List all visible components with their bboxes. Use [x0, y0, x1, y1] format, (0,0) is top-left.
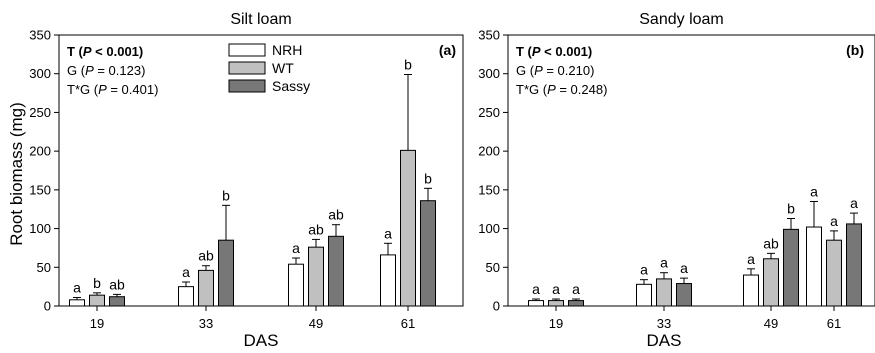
significance-letter: a	[532, 281, 540, 297]
panel-title: Silt loam	[230, 11, 291, 28]
panel-silt-loam: Silt loam 0 50 100 150 200 250 300 350 19 33 49 61 DA…	[29, 11, 464, 350]
y-axis-label: Root biomass (mg)	[7, 102, 26, 246]
panel-label: (b)	[846, 42, 864, 58]
y-tick-label: 100	[478, 221, 500, 236]
x-tick-label: 61	[827, 316, 841, 331]
y-tick-label: 0	[44, 299, 51, 314]
significance-letter: a	[384, 225, 392, 241]
significance-letter: a	[747, 251, 755, 267]
x-tick-label: 49	[309, 316, 323, 331]
legend-swatch	[228, 61, 266, 75]
stat-line: T*G (P = 0.248)	[516, 82, 607, 97]
panel-label: (a)	[439, 42, 456, 58]
bar	[400, 149, 416, 307]
stat-line: G (P = 0.123)	[67, 63, 145, 78]
bar	[420, 200, 436, 307]
y-tick-label: 50	[37, 260, 51, 275]
bar	[308, 246, 324, 307]
significance-letter: a	[292, 240, 300, 256]
plot-frame	[58, 34, 464, 307]
y-tick-label: 150	[478, 182, 500, 197]
significance-letter: a	[830, 213, 838, 229]
panel-title: Sandy loam	[639, 11, 724, 28]
legend-swatch	[228, 79, 266, 93]
significance-letter: a	[572, 281, 580, 297]
stat-line: T (P < 0.001)	[516, 44, 592, 59]
bar	[109, 296, 125, 307]
y-tick-label: 200	[29, 144, 51, 159]
bar	[218, 239, 234, 307]
legend-label: NRH	[272, 42, 302, 58]
bar	[826, 239, 842, 307]
x-tick-label: 49	[764, 316, 778, 331]
bar	[328, 235, 344, 307]
y-tick-label: 250	[29, 105, 51, 120]
stat-line: T (P < 0.001)	[67, 44, 143, 59]
bar	[676, 283, 692, 307]
y-tick-label: 150	[29, 182, 51, 197]
significance-letter: b	[787, 201, 795, 217]
significance-letter: a	[680, 260, 688, 276]
y-tick-label: 100	[29, 221, 51, 236]
y-tick-label: 250	[478, 105, 500, 120]
y-tick-label: 200	[478, 144, 500, 159]
legend: NRH WT Sassy	[228, 42, 310, 94]
legend-label: WT	[272, 60, 294, 76]
significance-letter: b	[222, 187, 230, 203]
x-tick-label: 33	[657, 316, 671, 331]
significance-letter: b	[93, 275, 101, 291]
bar	[656, 278, 672, 307]
x-tick-label: 33	[199, 316, 213, 331]
x-tick-label: 19	[90, 316, 104, 331]
significance-letter: b	[424, 170, 432, 186]
bar	[636, 283, 652, 307]
bar	[89, 294, 105, 307]
y-tick-label: 350	[478, 28, 500, 43]
bar	[548, 300, 564, 307]
significance-letter: ab	[763, 235, 779, 251]
bar	[806, 226, 822, 307]
y-tick-label: 300	[478, 66, 500, 81]
bar	[783, 228, 799, 307]
significance-letter: a	[850, 195, 858, 211]
x-axis-label: DAS	[244, 331, 279, 350]
bar	[178, 286, 194, 307]
significance-letter: b	[404, 56, 412, 72]
x-tick-label: 19	[549, 316, 563, 331]
significance-letter: ab	[308, 221, 324, 237]
panel-sandy-loam: Sandy loam 0 50 100 150 200 250 300 350 19 33 49 61 D…	[478, 11, 875, 350]
significance-letter: a	[552, 281, 560, 297]
bar	[743, 274, 759, 307]
y-tick-label: 0	[493, 299, 500, 314]
bar	[846, 223, 862, 307]
significance-letter: a	[182, 264, 190, 280]
bar	[568, 300, 584, 307]
y-tick-label: 350	[29, 28, 51, 43]
significance-letter: a	[73, 279, 81, 295]
legend-swatch	[228, 43, 266, 57]
bar	[69, 299, 85, 307]
stat-line: G (P = 0.210)	[516, 63, 594, 78]
bar	[288, 263, 304, 307]
stat-line: T*G (P = 0.401)	[67, 82, 158, 97]
bar	[528, 300, 544, 307]
bar	[380, 254, 396, 307]
significance-letter: ab	[109, 276, 125, 292]
significance-letter: ab	[328, 207, 344, 223]
significance-letter: ab	[198, 248, 214, 264]
significance-letter: a	[640, 262, 648, 278]
significance-letter: a	[810, 183, 818, 199]
significance-letter: a	[660, 255, 668, 271]
bar	[763, 258, 779, 307]
legend-label: Sassy	[272, 78, 310, 94]
y-tick-label: 50	[486, 260, 500, 275]
x-axis-label: DAS	[647, 331, 682, 350]
x-tick-label: 61	[401, 316, 415, 331]
bar	[198, 269, 214, 307]
y-tick-label: 300	[29, 66, 51, 81]
